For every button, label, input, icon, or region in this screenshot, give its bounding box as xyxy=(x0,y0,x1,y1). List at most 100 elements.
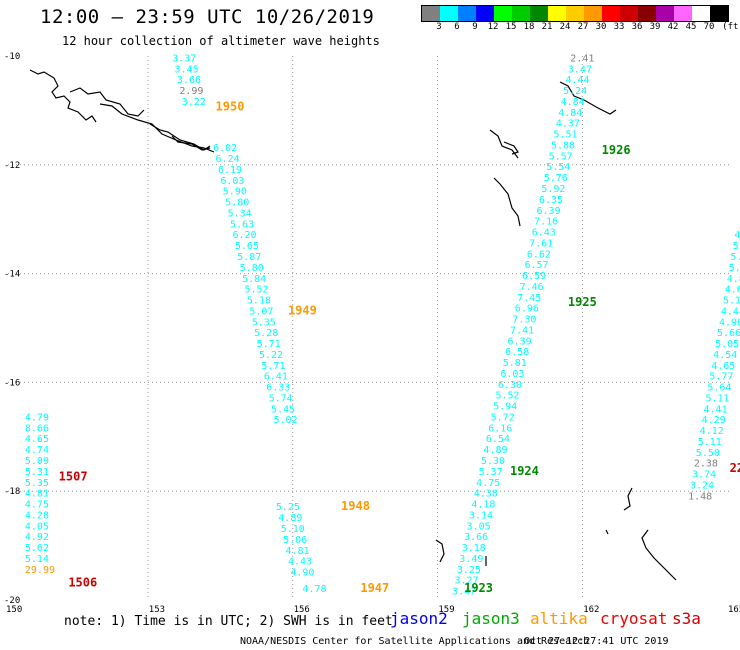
coastline xyxy=(171,135,211,151)
wave-height-value: 5.34 xyxy=(228,208,252,219)
coastline xyxy=(641,529,677,581)
wave-height-value: 7.46 xyxy=(520,282,544,293)
coastline xyxy=(149,123,211,151)
wave-height-value: 5.30 xyxy=(481,456,505,467)
wave-height-value: 6.03 xyxy=(220,176,244,187)
wave-height-value: 5.13 xyxy=(723,296,740,307)
wave-height-value: 4.90 xyxy=(719,317,740,328)
wave-height-value: 5.71 xyxy=(261,361,285,372)
wave-height-value: 5. xyxy=(732,241,740,252)
wave-height-value: 5.63 xyxy=(230,219,254,230)
wave-height-value: 6.02 xyxy=(213,143,237,154)
coastline xyxy=(493,177,521,227)
wave-height-value: 4.75 xyxy=(25,500,49,511)
wave-height-value: 7.16 xyxy=(534,217,558,228)
color-swatch xyxy=(422,6,440,21)
wave-height-value: 4.37 xyxy=(556,119,580,130)
color-scale-label: 24 xyxy=(559,22,571,32)
wave-height-value: 3.18 xyxy=(462,543,486,554)
wave-height-value: 4.84 xyxy=(558,108,582,119)
coastline xyxy=(435,539,445,563)
coastline xyxy=(623,487,633,511)
wave-height-value: 3.47 xyxy=(452,587,476,598)
color-swatch xyxy=(476,6,494,21)
satellite-legend-item: s3a xyxy=(672,609,701,628)
wave-height-values: 3.373.453.662.993.226.026.246.196.035.90… xyxy=(25,53,740,597)
wave-height-value: 7.61 xyxy=(529,238,553,249)
wave-height-value: 1.48 xyxy=(688,491,712,502)
satellite-legend-item: cryosat xyxy=(600,609,668,628)
map-subtitle: 12 hour collection of altimeter wave hei… xyxy=(62,34,380,48)
wave-height-value: 5.35 xyxy=(25,478,49,489)
color-scale-label: 6 xyxy=(454,22,460,32)
color-scale-label: 3 xyxy=(436,22,442,32)
pass-label: 1506 xyxy=(68,575,97,589)
wave-height-value: 4.75 xyxy=(476,478,500,489)
wave-height-value: 5.50 xyxy=(696,448,720,459)
wave-height-value: 3.27 xyxy=(454,576,478,587)
latitude-tick-label: -12 xyxy=(4,161,20,171)
wave-height-value: 5.22 xyxy=(259,350,283,361)
wave-height-value: 4.18 xyxy=(471,500,495,511)
coastline xyxy=(29,69,97,123)
color-scale-label: 27 xyxy=(577,22,589,32)
color-swatch xyxy=(494,6,512,21)
wave-height-value: 6.43 xyxy=(532,228,556,239)
wave-height-value: 5.80 xyxy=(225,198,249,209)
wave-height-value: 5.74 xyxy=(269,393,293,404)
color-swatch xyxy=(620,6,638,21)
wave-height-value: 4.65 xyxy=(711,361,735,372)
wave-height-value: 2.99 xyxy=(179,86,203,97)
wave-height-value: 4.89 xyxy=(483,445,507,456)
wave-height-value: 6.24 xyxy=(216,154,240,165)
wave-height-value: 2.38 xyxy=(694,459,718,470)
color-swatch xyxy=(584,6,602,21)
pass-label: 1925 xyxy=(568,295,597,309)
wave-height-value: 3.66 xyxy=(177,75,201,86)
color-scale-label: 9 xyxy=(472,22,478,32)
wave-height-value: 4. xyxy=(734,230,740,241)
wave-height-value: 4.44 xyxy=(565,75,589,86)
wave-height-value: 5.06 xyxy=(283,535,307,546)
coastline xyxy=(489,129,519,159)
wave-height-value: 5.31 xyxy=(25,467,49,478)
latitude-tick-label: -18 xyxy=(4,487,20,497)
wave-height-value: 5.87 xyxy=(237,252,261,263)
longitude-tick-label: 153 xyxy=(149,605,165,615)
pass-labels: 1950 1949 1948 1947 1926 1925 1924 1923 1507 1506… xyxy=(59,99,740,594)
color-swatch xyxy=(458,6,476,21)
latitude-tick-label: -20 xyxy=(4,596,20,606)
wave-height-value: 4.8 xyxy=(727,274,740,285)
map-title: 12:00 – 23:59 UTC 10/26/2019 xyxy=(40,6,375,28)
wave-height-value: 4.65 xyxy=(25,434,49,445)
wave-height-value: 6.41 xyxy=(264,372,288,383)
color-swatch xyxy=(512,6,530,21)
wave-height-value: 3.37 xyxy=(172,53,196,64)
wave-height-value: 5.25 xyxy=(276,502,300,513)
color-swatch xyxy=(602,6,620,21)
pass-label: 1507 xyxy=(59,469,88,483)
wave-height-value: 3.05 xyxy=(467,521,491,532)
wave-height-value: 5.37 xyxy=(479,467,503,478)
wave-height-value: 5.10 xyxy=(281,524,305,535)
wave-height-value: 5.94 xyxy=(493,402,517,413)
color-scale-label: 39 xyxy=(649,22,661,32)
wave-height-value: 6.59 xyxy=(522,271,546,282)
wave-height-value: 6.03 xyxy=(500,369,524,380)
wave-height-value: 6.39 xyxy=(537,206,561,217)
latitude-tick-label: -14 xyxy=(4,270,20,280)
color-swatch xyxy=(692,6,710,21)
wave-height-value: 4.05 xyxy=(25,521,49,532)
color-swatch xyxy=(530,6,548,21)
wave-height-value: 3.24 xyxy=(690,480,714,491)
wave-height-value: 5.76 xyxy=(544,173,568,184)
color-swatch xyxy=(548,6,566,21)
wave-height-value: 5.81 xyxy=(503,358,527,369)
wave-height-value: 5.72 xyxy=(491,412,515,423)
wave-height-value: 5.57 xyxy=(549,151,573,162)
wave-height-value: 4.12 xyxy=(700,426,724,437)
footer-note: note: 1) Time is in UTC; 2) SWH is in fe… xyxy=(64,614,393,629)
satellite-legend-item: jason3 xyxy=(462,609,520,628)
pass-label: 1948 xyxy=(341,499,370,513)
wave-height-value: 4.43 xyxy=(288,557,312,568)
